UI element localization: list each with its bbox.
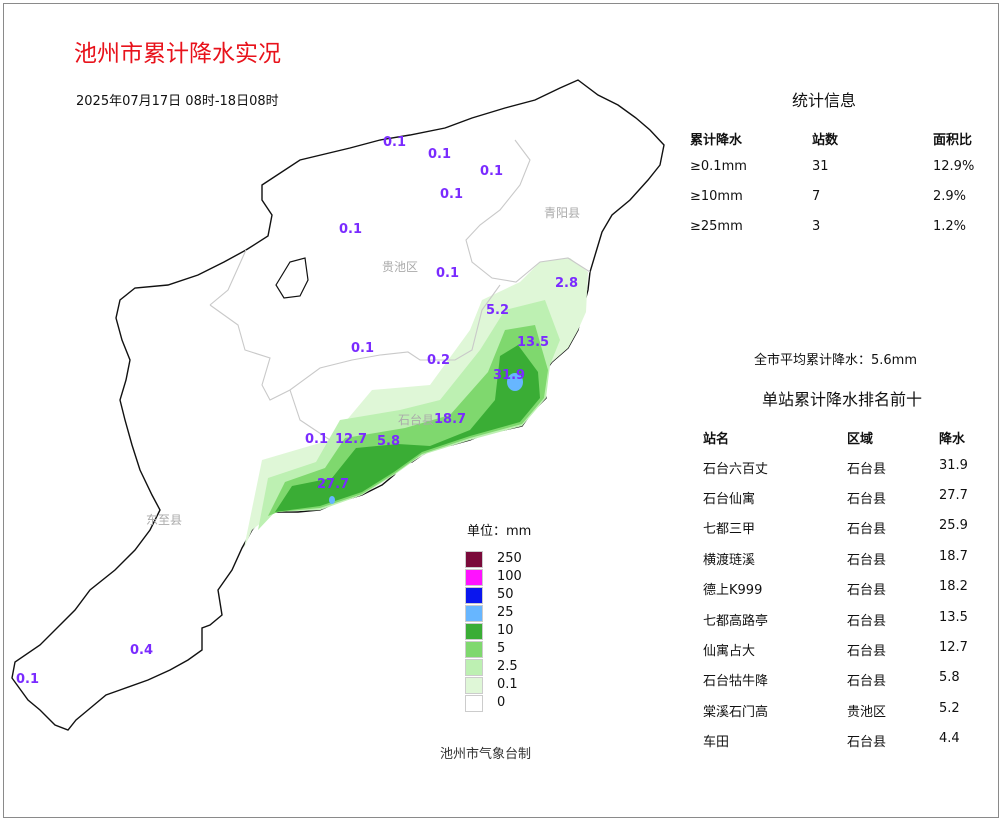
rank-cell: 七都高路亭 [703,614,769,629]
rank-cell: 31.9 [939,458,968,473]
rank-cell: 石台六百丈 [703,462,769,477]
legend-swatch [465,695,483,712]
rank-cell: 5.2 [939,701,960,716]
legend-label: 2.5 [497,659,518,674]
rank-cell: 棠溪石门高 [703,705,769,720]
rank-cell: 横渡琏溪 [703,553,756,568]
legend-unit: 单位：mm [467,524,532,539]
stat-cell: ≥25mm [690,219,743,234]
legend-swatch [465,659,483,676]
district-label-guichi: 贵池区 [382,260,418,274]
station-value: 12.7 [335,432,367,447]
statistics-title: 统计信息 [792,91,857,110]
stat-header: 累计降水 [690,133,743,148]
station-value: 0.1 [351,341,374,356]
legend-swatch [465,587,483,604]
legend-label: 100 [497,569,522,584]
legend-label: 10 [497,623,514,638]
rank-cell: 贵池区 [847,705,887,720]
stat-cell: 2.9% [933,189,967,204]
legend-swatch [465,641,483,658]
station-value: 27.7 [317,477,349,492]
rank-header: 站名 [703,432,730,447]
legend-swatch [465,551,483,568]
station-value: 0.1 [440,187,463,202]
stat-header: 面积比 [933,133,973,148]
stat-cell: 31 [812,159,829,174]
legend-label: 0 [497,695,506,710]
legend-label: 50 [497,587,514,602]
legend-label: 5 [497,641,506,656]
rank-cell: 德上K999 [703,583,763,598]
rank-cell: 5.8 [939,670,960,685]
stat-cell: 7 [812,189,821,204]
station-value: 0.1 [339,222,362,237]
district-boundaries [209,139,591,441]
island-outline [275,257,309,299]
rank-cell: 石台县 [847,644,887,659]
rank-cell: 石台县 [847,674,887,689]
rank-cell: 石台牯牛降 [703,674,769,689]
station-value: 0.1 [480,164,503,179]
rank-cell: 4.4 [939,731,960,746]
rank-cell: 车田 [703,735,730,750]
rank-cell: 石台仙寓 [703,492,756,507]
producer-credit: 池州市气象台制 [440,747,532,762]
rank-cell: 石台县 [847,553,887,568]
rank-cell: 石台县 [847,492,887,507]
rank-cell: 石台县 [847,462,887,477]
station-value: 0.1 [16,672,39,687]
station-value: 0.2 [427,353,450,368]
station-value: 5.2 [486,303,509,318]
stat-cell: ≥0.1mm [690,159,747,174]
map-title: 池州市累计降水实况 [74,41,281,67]
station-value: 0.1 [436,266,459,281]
legend-swatch [465,677,483,694]
stat-header: 站数 [812,133,839,148]
rank-cell: 18.2 [939,579,968,594]
station-value: 31.9 [493,368,525,383]
legend-swatch [465,569,483,586]
legend-label: 250 [497,551,522,566]
legend-label: 0.1 [497,677,518,692]
rainfall-shading [244,258,588,548]
rank-cell: 七都三甲 [703,522,756,537]
rank-header: 降水 [939,432,966,447]
station-value: 0.1 [305,432,328,447]
ranking-title: 单站累计降水排名前十 [762,390,923,409]
legend-swatch [465,623,483,640]
station-value: 5.8 [377,434,400,449]
stat-cell: ≥10mm [690,189,743,204]
district-label-dongzhi: 东至县 [146,513,182,527]
district-label-shitai: 石台县 [398,412,434,427]
rank-cell: 仙寓占大 [703,644,756,659]
district-label-qingyang: 青阳县 [544,206,580,220]
rank-cell: 12.7 [939,640,968,655]
legend-label: 25 [497,605,514,620]
legend-swatch [465,605,483,622]
city-boundary [11,79,665,731]
rank-cell: 石台县 [847,735,887,750]
rank-cell: 27.7 [939,488,968,503]
rank-header: 区域 [847,432,874,447]
city-average: 全市平均累计降水：5.6mm [754,353,918,368]
stat-cell: 1.2% [933,219,967,234]
stat-cell: 3 [812,219,821,234]
station-value: 2.8 [555,276,578,291]
station-value: 0.4 [130,643,153,658]
station-value: 0.1 [428,147,451,162]
rank-cell: 石台县 [847,614,887,629]
station-value: 18.7 [434,412,466,427]
stat-cell: 12.9% [933,159,975,174]
station-value: 0.1 [383,135,406,150]
time-range: 2025年07月17日 08时-18日08时 [76,94,279,109]
rank-cell: 13.5 [939,610,968,625]
rank-cell: 18.7 [939,549,968,564]
rank-cell: 石台县 [847,583,887,598]
rank-cell: 石台县 [847,522,887,537]
rank-cell: 25.9 [939,518,968,533]
station-value: 13.5 [517,335,549,350]
